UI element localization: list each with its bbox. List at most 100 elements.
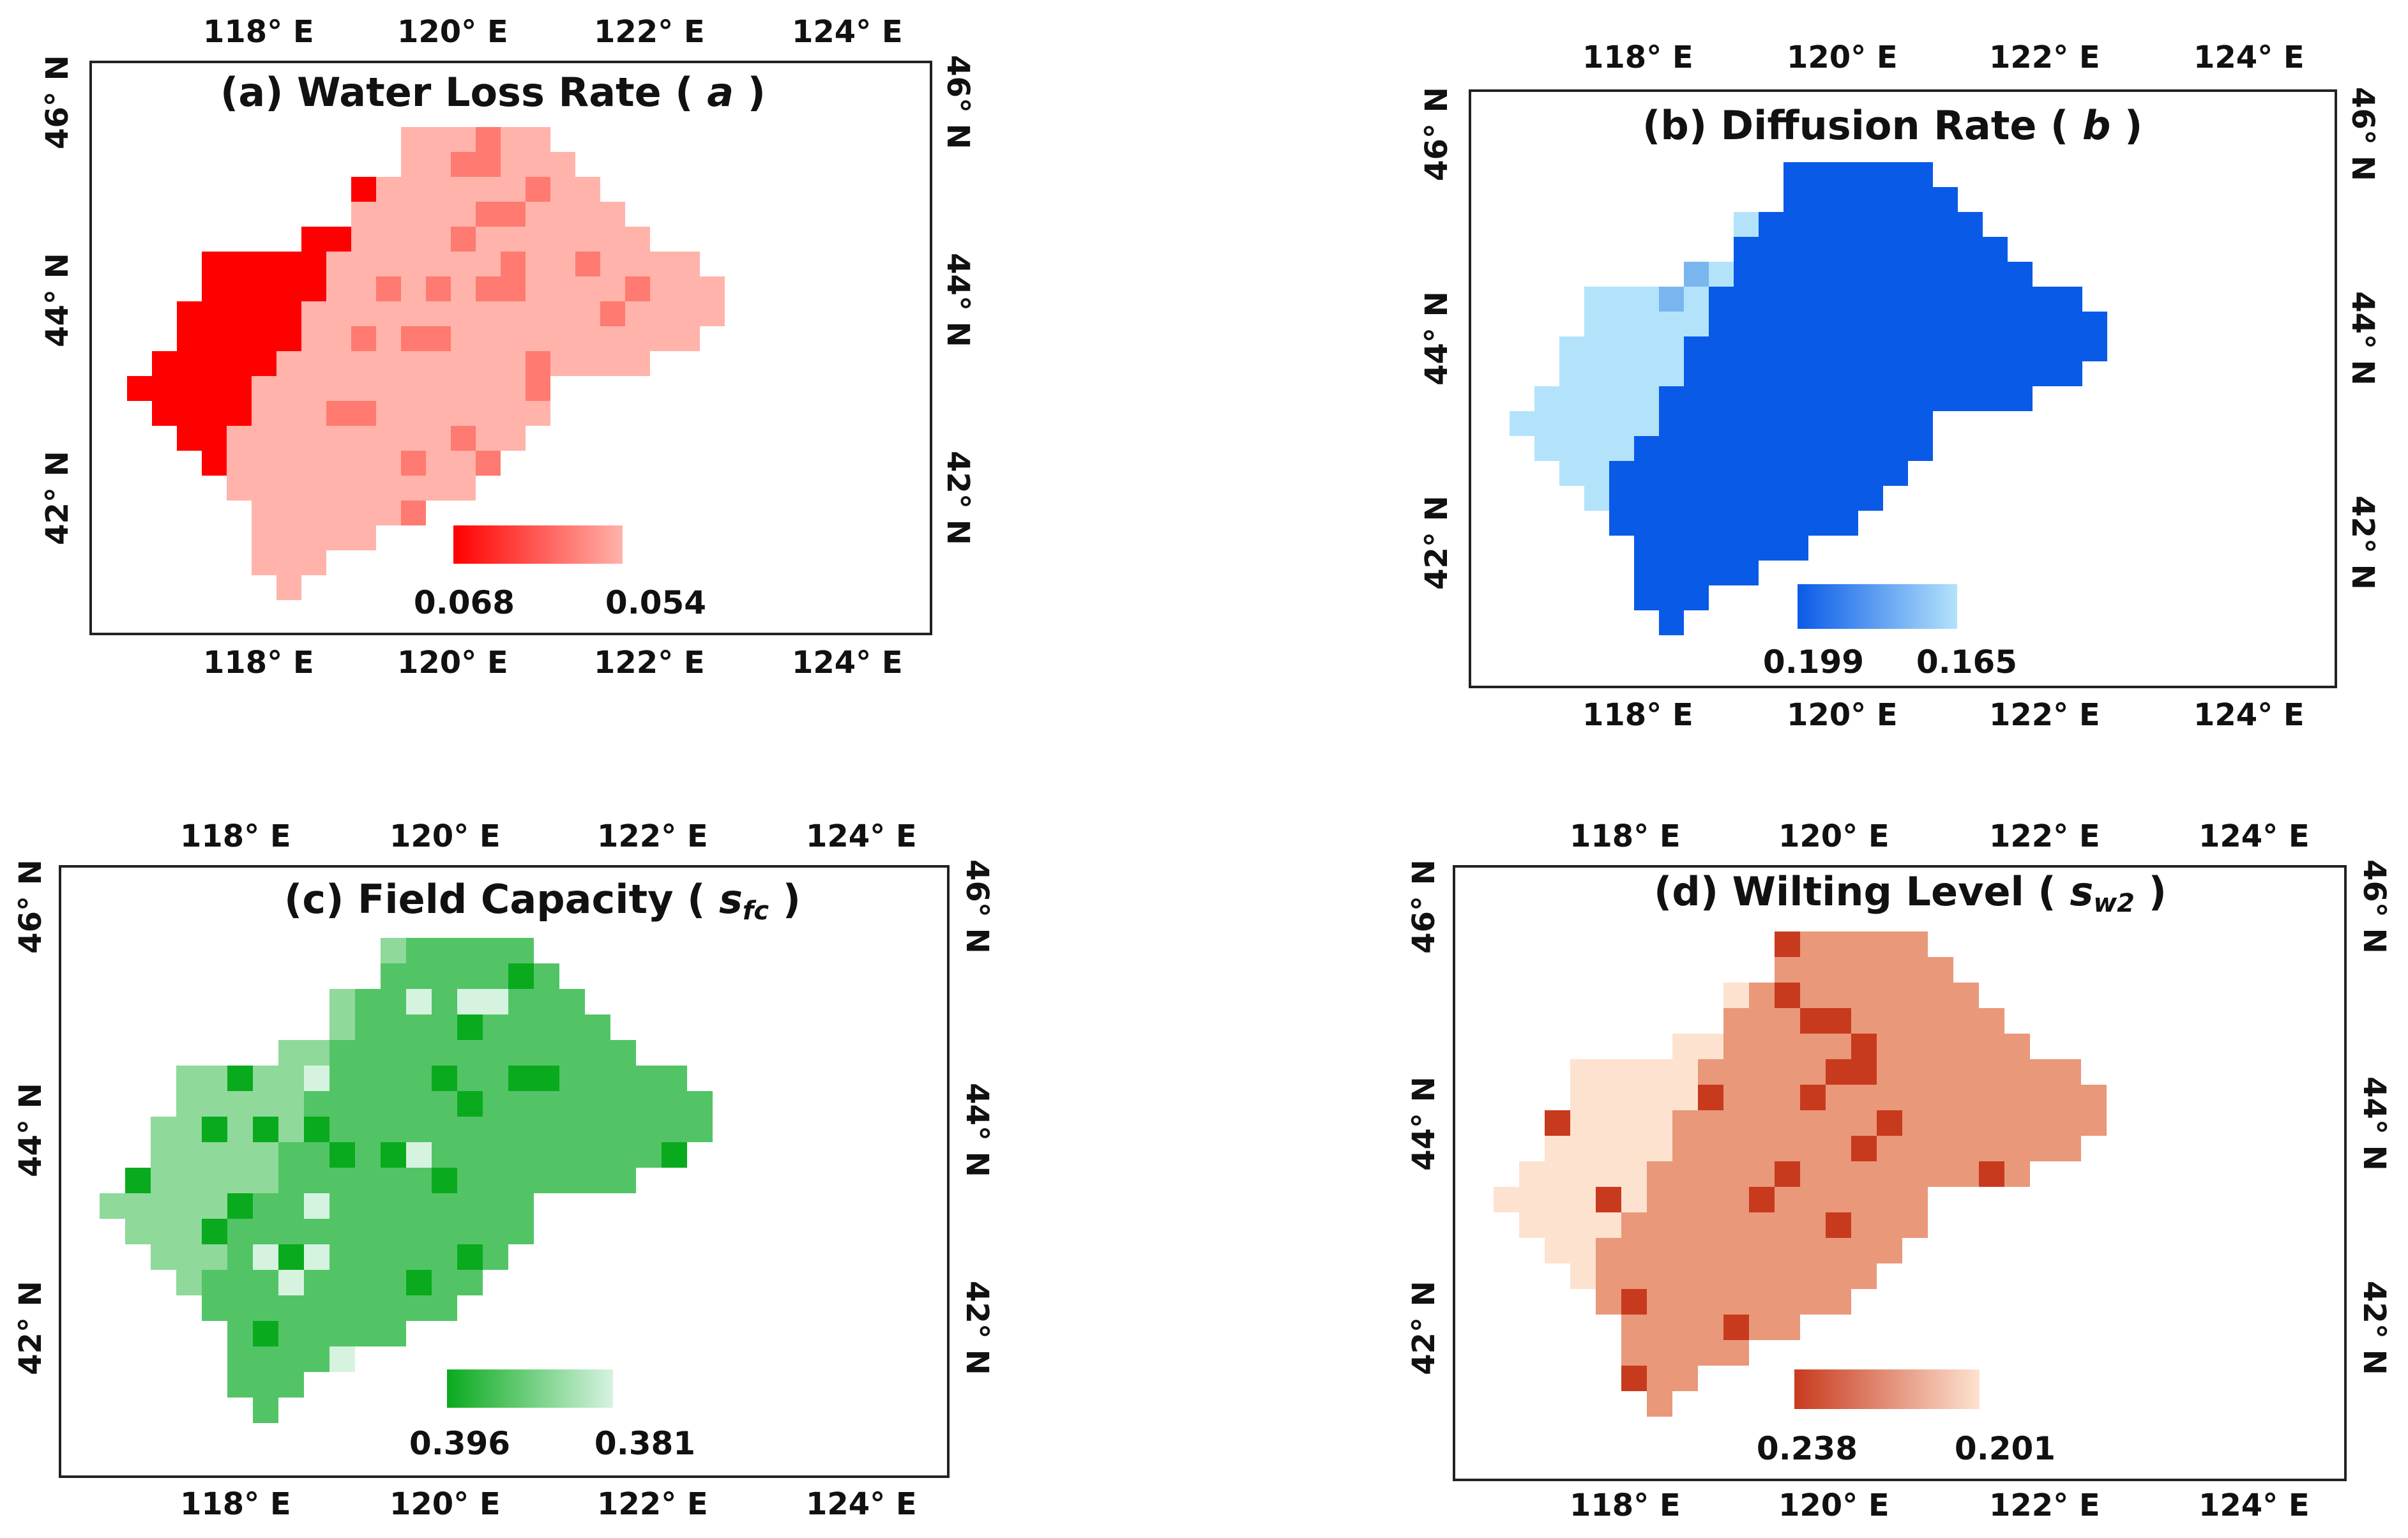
grid-cell <box>202 1244 227 1270</box>
grid-cell <box>2056 1136 2081 1161</box>
grid-cell <box>501 227 526 252</box>
grid-cell <box>1775 1315 1800 1340</box>
grid-cell <box>253 1244 278 1270</box>
top-tick-c-3: 122° E <box>597 818 708 854</box>
right-tick-a-2: 44° N <box>940 253 976 347</box>
colorbar-low-d: 0.201 <box>1954 1430 2056 1467</box>
grid-cell <box>476 451 501 476</box>
grid-cell <box>376 376 401 401</box>
grid-cell <box>2004 1085 2030 1110</box>
grid-cell <box>636 1117 662 1142</box>
grid-cell <box>252 401 276 426</box>
grid-cell <box>457 1193 483 1219</box>
grid-cell <box>2057 312 2082 336</box>
grid-cell <box>1851 1085 1877 1110</box>
grid-cell <box>355 1014 381 1040</box>
grid-cell <box>1800 1161 1826 1187</box>
grid-cell <box>177 301 202 326</box>
grid-cell <box>476 227 501 252</box>
grid-cell <box>1928 1110 1953 1136</box>
grid-cell <box>1902 1008 1928 1034</box>
grid-cell <box>381 1295 406 1321</box>
grid-cell <box>1672 1340 1698 1366</box>
grid-cell <box>202 301 227 326</box>
grid-cell <box>355 1168 381 1193</box>
grid-cell <box>1759 411 1783 436</box>
grid-cell <box>329 1295 355 1321</box>
grid-cell <box>1709 561 1734 585</box>
grid-cell <box>227 426 252 451</box>
grid-cell <box>700 301 725 326</box>
grid-cell <box>508 1091 534 1117</box>
grid-cell <box>1684 461 1709 486</box>
grid-cell <box>426 227 451 252</box>
left-tick-a-2: 44° N <box>40 253 75 347</box>
grid-cell <box>1808 237 1833 262</box>
grid-cell <box>1609 461 1634 486</box>
grid-cell <box>1510 411 1534 436</box>
grid-cell <box>559 1142 585 1168</box>
grid-cell <box>1559 436 1584 461</box>
grid-cell <box>304 1117 329 1142</box>
grid-cell <box>1928 1008 1953 1034</box>
grid-cell <box>1734 262 1759 287</box>
grid-cell <box>534 1142 559 1168</box>
grid-cell <box>476 152 501 177</box>
grid-cell <box>1634 585 1659 610</box>
grid-cell <box>1908 361 1933 386</box>
grid-cell <box>1759 461 1783 486</box>
grid-cell <box>508 1117 534 1142</box>
grid-cell <box>432 1244 457 1270</box>
grid-cell <box>227 451 252 476</box>
grid-cell <box>1833 237 1858 262</box>
grid-cell <box>1672 1238 1698 1263</box>
grid-cell <box>1709 436 1734 461</box>
grid-cell <box>476 301 501 326</box>
grid-cell <box>432 938 457 963</box>
grid-cell <box>1851 1034 1877 1059</box>
grid-cell <box>1908 187 1933 212</box>
grid-cell <box>1953 1161 1979 1187</box>
grid-cell <box>1800 957 1826 983</box>
grid-cell <box>1684 287 1709 312</box>
grid-cell <box>1883 162 1908 187</box>
grid-cell <box>1933 336 1958 361</box>
grid-cell <box>252 550 276 575</box>
grid-cell <box>1928 1034 1953 1059</box>
grid-cell <box>1958 262 1983 287</box>
grid-cell <box>559 1014 585 1040</box>
grid-cell <box>1783 237 1808 262</box>
grid-cell <box>1570 1238 1596 1263</box>
grid-cell <box>1833 212 1858 237</box>
grid-cell <box>1908 411 1933 436</box>
top-tick-b-1: 118° E <box>1582 40 1693 75</box>
grid-cell <box>276 575 301 600</box>
grid-cell <box>1902 1034 1928 1059</box>
grid-cell <box>401 152 426 177</box>
grid-cell <box>329 1040 355 1066</box>
grid-cell <box>381 1014 406 1040</box>
grid-cell <box>1833 361 1858 386</box>
colorbar-low-b: 0.165 <box>1916 644 2018 681</box>
grid-cell <box>1858 486 1883 511</box>
bottom-tick-d-1: 118° E <box>1570 1488 1681 1523</box>
grid-cell <box>1734 411 1759 436</box>
grid-cell <box>326 451 351 476</box>
grid-cell <box>2008 386 2033 411</box>
grid-cell <box>1659 287 1684 312</box>
grid-cell <box>1983 336 2008 361</box>
grid-cell <box>483 1066 508 1091</box>
grid-cell <box>176 1168 202 1193</box>
grid-cell <box>1851 1212 1877 1238</box>
grid-cell <box>650 301 675 326</box>
grid-cell <box>1979 1136 2004 1161</box>
grid-cell <box>1659 436 1684 461</box>
grid-cell <box>381 938 406 963</box>
grid-cell <box>1759 336 1783 361</box>
grid-cell <box>585 1091 610 1117</box>
grid-cell <box>1953 1034 1979 1059</box>
grid-cell <box>227 1091 253 1117</box>
grid-cell <box>426 351 451 376</box>
grid-cell <box>301 376 326 401</box>
grid-cell <box>451 401 476 426</box>
